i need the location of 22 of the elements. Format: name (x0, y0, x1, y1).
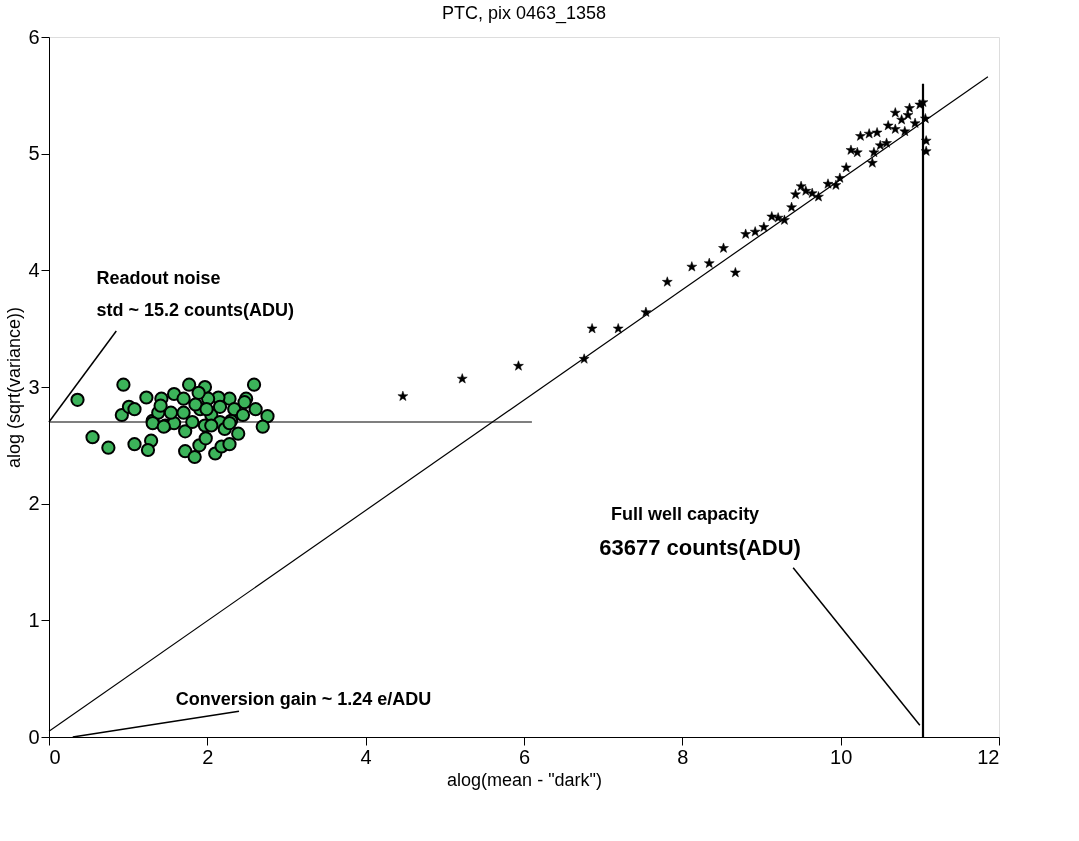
y-tick-label: 5 (28, 142, 40, 165)
annotation: Conversion gain ~ 1.24 e/ADU (175, 688, 432, 709)
x-tick-label: 10 (830, 745, 853, 768)
annotation: Full well capacity (611, 504, 760, 525)
annotation: std ~ 15.2 counts(ADU) (96, 300, 295, 321)
x-tick-label: 8 (677, 745, 689, 768)
x-tick-label: 4 (360, 745, 372, 768)
y-tick-label: 3 (28, 375, 40, 398)
annotation: Readout noise (96, 267, 221, 288)
y-tick-label: 2 (28, 492, 40, 515)
y-tick-label: 4 (28, 258, 40, 281)
y-tick-label: 6 (28, 25, 40, 48)
x-tick-label: 2 (202, 745, 214, 768)
x-tick-label: 0 (49, 745, 61, 768)
x-tick-label: 6 (518, 745, 531, 768)
x-tick-label: 12 (977, 745, 1000, 768)
y-axis-title: alog (sqrt(variance)) (4, 306, 25, 469)
chart-title: PTC, pix 0463_1358 (441, 3, 607, 24)
annotation: 63677 counts(ADU) (599, 535, 801, 560)
y-tick-label: 1 (28, 608, 40, 631)
x-axis-title: alog(mean - "dark") (447, 769, 602, 790)
y-tick-label: 0 (28, 725, 40, 748)
